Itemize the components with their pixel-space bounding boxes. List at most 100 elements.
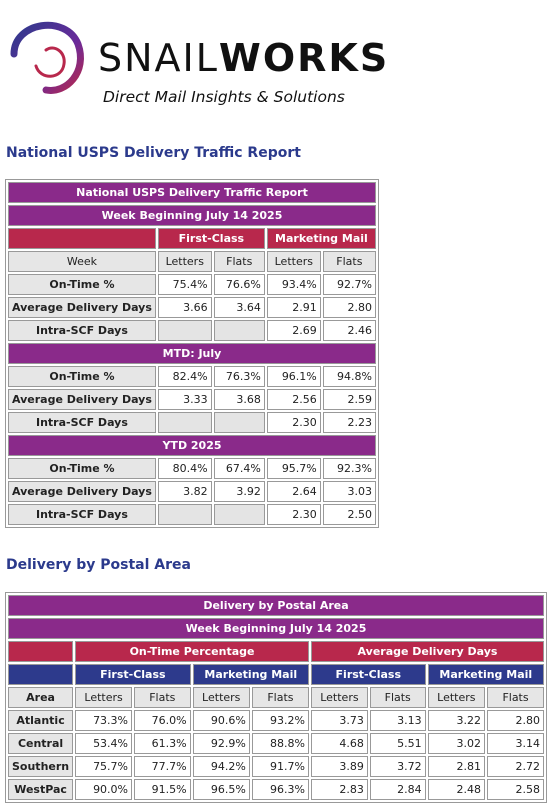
- data-cell: 2.30: [266, 504, 321, 525]
- data-cell: 76.3%: [213, 366, 265, 387]
- data-cell: 94.8%: [322, 366, 376, 387]
- column-header: Flats: [322, 251, 376, 272]
- data-cell: 92.3%: [322, 458, 376, 479]
- national-report-table: National USPS Delivery Traffic Report Wee…: [5, 179, 379, 528]
- data-cell: 2.91: [266, 297, 321, 318]
- data-cell: 93.2%: [251, 710, 309, 731]
- class-group-header: Marketing Mail: [192, 664, 309, 685]
- data-cell: 5.51: [369, 733, 426, 754]
- period-header: YTD 2025: [8, 435, 376, 456]
- column-header: Letters: [192, 687, 250, 708]
- class-group-header: First-Class: [75, 664, 191, 685]
- table-row: Intra-SCF Days 2.30 2.23: [8, 412, 376, 433]
- data-cell: 3.82: [157, 481, 212, 502]
- metric-group-header: Average Delivery Days: [310, 641, 544, 662]
- empty-cell: [213, 412, 265, 433]
- snailworks-logo: SNAILWORKS Direct Mail Insights & Soluti…: [6, 14, 390, 106]
- empty-cell: [213, 504, 265, 525]
- data-cell: 76.6%: [213, 274, 265, 295]
- data-cell: 67.4%: [213, 458, 265, 479]
- data-cell: 91.7%: [251, 756, 309, 777]
- data-cell: 92.9%: [192, 733, 250, 754]
- metric-group-header: On-Time Percentage: [75, 641, 309, 662]
- data-cell: 2.81: [427, 756, 486, 777]
- class-group-header: Marketing Mail: [266, 228, 376, 249]
- table-row: On-Time % 82.4% 76.3% 96.1% 94.8%: [8, 366, 376, 387]
- data-cell: 2.84: [369, 779, 426, 800]
- data-cell: 2.69: [266, 320, 321, 341]
- period-header: MTD: July: [8, 343, 376, 364]
- postal-table-title: Delivery by Postal Area: [8, 595, 544, 616]
- row-label: On-Time %: [8, 366, 156, 387]
- data-cell: 2.50: [322, 504, 376, 525]
- table-row: Atlantic 73.3% 76.0% 90.6% 93.2% 3.73 3.13 3.22…: [8, 710, 544, 731]
- column-header: Letters: [266, 251, 321, 272]
- data-cell: 3.68: [213, 389, 265, 410]
- empty-cell: [157, 504, 212, 525]
- class-group-header: First-Class: [157, 228, 265, 249]
- data-cell: 91.5%: [134, 779, 191, 800]
- data-cell: 73.3%: [75, 710, 133, 731]
- column-header: Letters: [75, 687, 133, 708]
- area-label: WestPac: [8, 779, 74, 800]
- column-header: Flats: [369, 687, 426, 708]
- column-header: Flats: [487, 687, 544, 708]
- data-cell: 75.7%: [75, 756, 133, 777]
- data-cell: 3.73: [310, 710, 368, 731]
- data-cell: 61.3%: [134, 733, 191, 754]
- row-label: Intra-SCF Days: [8, 320, 156, 341]
- data-cell: 3.14: [487, 733, 544, 754]
- data-cell: 2.80: [322, 297, 376, 318]
- postal-area-table: Delivery by Postal Area Week Beginning Ju…: [5, 592, 547, 803]
- data-cell: 2.30: [266, 412, 321, 433]
- national-heading: National USPS Delivery Traffic Report: [6, 145, 301, 161]
- data-cell: 96.5%: [192, 779, 250, 800]
- data-cell: 90.6%: [192, 710, 250, 731]
- data-cell: 3.33: [157, 389, 212, 410]
- data-cell: 3.64: [213, 297, 265, 318]
- table-row: On-Time % 75.4% 76.6% 93.4% 92.7%: [8, 274, 376, 295]
- data-cell: 96.3%: [251, 779, 309, 800]
- class-header-spacer: [8, 664, 74, 685]
- data-cell: 3.03: [322, 481, 376, 502]
- empty-cell: [213, 320, 265, 341]
- metric-header-spacer: [8, 641, 74, 662]
- area-label: Atlantic: [8, 710, 74, 731]
- data-cell: 88.8%: [251, 733, 309, 754]
- data-cell: 2.64: [266, 481, 321, 502]
- data-cell: 2.83: [310, 779, 368, 800]
- row-label: On-Time %: [8, 274, 156, 295]
- national-table-subtitle: Week Beginning July 14 2025: [8, 205, 376, 226]
- postal-table-subtitle: Week Beginning July 14 2025: [8, 618, 544, 639]
- table-row: Central 53.4% 61.3% 92.9% 88.8% 4.68 5.51 3.02 3…: [8, 733, 544, 754]
- data-cell: 77.7%: [134, 756, 191, 777]
- data-cell: 90.0%: [75, 779, 133, 800]
- data-cell: 94.2%: [192, 756, 250, 777]
- data-cell: 82.4%: [157, 366, 212, 387]
- brand-tagline: Direct Mail Insights & Solutions: [103, 88, 345, 106]
- data-cell: 95.7%: [266, 458, 321, 479]
- data-cell: 2.59: [322, 389, 376, 410]
- brand-name-bold: WORKS: [218, 36, 390, 80]
- class-group-header: First-Class: [310, 664, 426, 685]
- table-row: Average Delivery Days 3.82 3.92 2.64 3.03: [8, 481, 376, 502]
- data-cell: 3.66: [157, 297, 212, 318]
- table-row: Average Delivery Days 3.66 3.64 2.91 2.80: [8, 297, 376, 318]
- data-cell: 2.46: [322, 320, 376, 341]
- data-cell: 92.7%: [322, 274, 376, 295]
- area-column-header: Area: [8, 687, 74, 708]
- class-group-header: Marketing Mail: [427, 664, 544, 685]
- row-label: Intra-SCF Days: [8, 504, 156, 525]
- data-cell: 3.13: [369, 710, 426, 731]
- data-cell: 80.4%: [157, 458, 212, 479]
- row-label: Intra-SCF Days: [8, 412, 156, 433]
- postal-heading: Delivery by Postal Area: [6, 557, 191, 573]
- data-cell: 76.0%: [134, 710, 191, 731]
- table-row: On-Time % 80.4% 67.4% 95.7% 92.3%: [8, 458, 376, 479]
- area-label: Southern: [8, 756, 74, 777]
- row-label: Average Delivery Days: [8, 297, 156, 318]
- table-row: Southern 75.7% 77.7% 94.2% 91.7% 3.89 3.72 2.81…: [8, 756, 544, 777]
- data-cell: 2.48: [427, 779, 486, 800]
- column-header: Letters: [427, 687, 486, 708]
- data-cell: 2.58: [487, 779, 544, 800]
